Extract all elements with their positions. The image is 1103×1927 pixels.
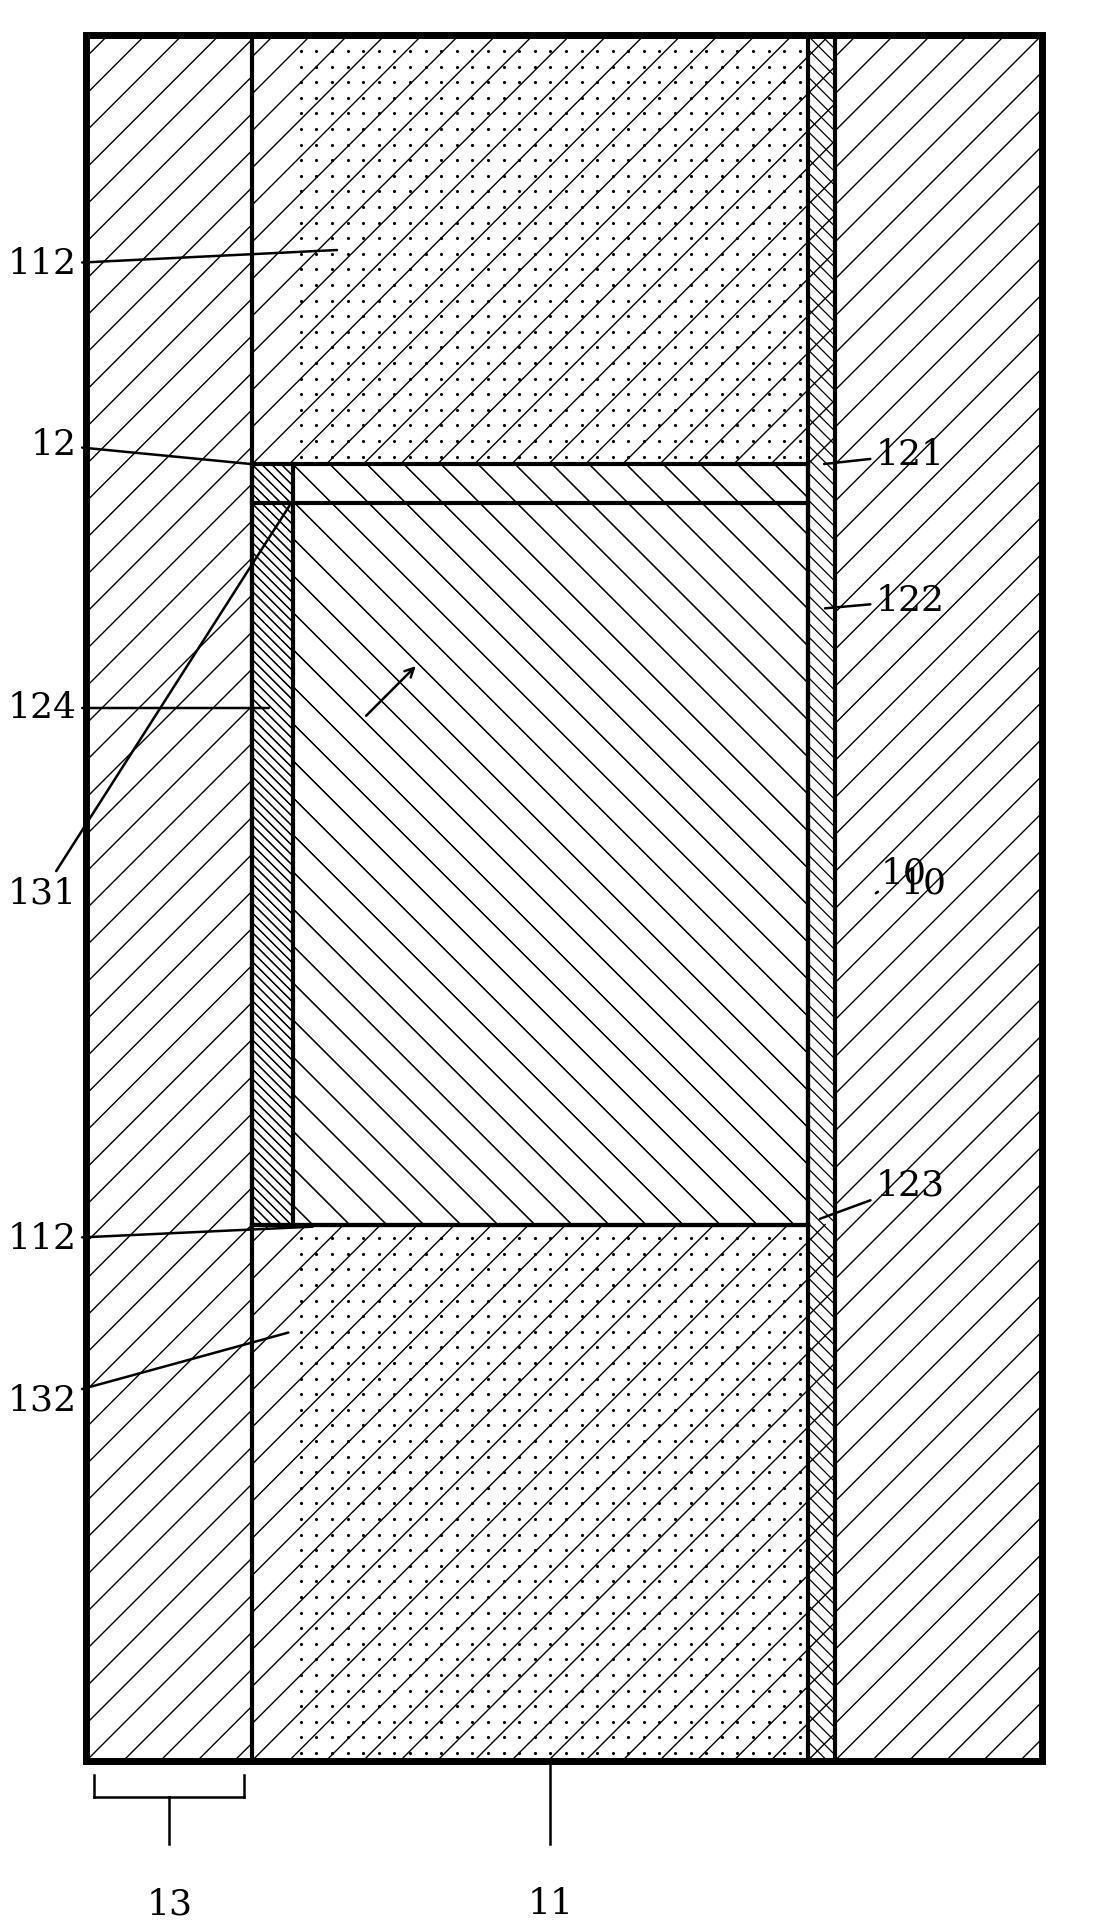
- Text: 112: 112: [8, 1222, 312, 1256]
- Text: 10: 10: [876, 858, 927, 894]
- Text: 112: 112: [8, 247, 338, 281]
- Text: 122: 122: [825, 584, 945, 619]
- Text: 12: 12: [31, 428, 251, 464]
- Text: 124: 124: [8, 692, 269, 725]
- Text: 11: 11: [527, 1887, 574, 1921]
- Text: 132: 132: [8, 1333, 288, 1416]
- Text: 131: 131: [8, 505, 290, 910]
- Text: 121: 121: [824, 437, 945, 472]
- Bar: [253, 464, 293, 1224]
- Text: 13: 13: [146, 1887, 192, 1921]
- Text: 123: 123: [820, 1168, 945, 1218]
- Bar: [253, 464, 807, 1224]
- Text: 10: 10: [900, 867, 946, 900]
- Bar: [86, 35, 1041, 1761]
